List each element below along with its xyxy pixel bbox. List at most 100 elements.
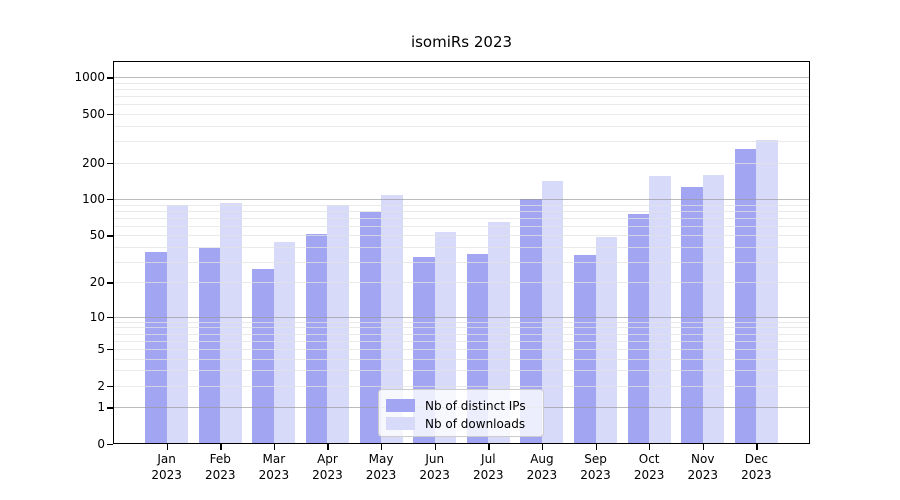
bar-jan-distinct-ips (145, 252, 167, 444)
bar-feb-downloads (220, 202, 242, 444)
x-tick-mark (702, 444, 705, 450)
x-tick-mark (327, 444, 329, 450)
minor-gridline (113, 114, 810, 116)
y-tick-label: 100 (82, 192, 105, 207)
legend-swatch-downloads (386, 417, 415, 430)
x-tick-label: Jan 2023 (151, 452, 182, 482)
y-tick-label: 1 (97, 400, 105, 415)
y-tick-mark (107, 348, 113, 351)
x-tick-mark (220, 444, 222, 450)
minor-gridline (113, 204, 810, 206)
bar-apr-distinct-ips (305, 234, 328, 444)
x-tick-mark (488, 444, 490, 450)
x-tick-mark (381, 444, 383, 450)
minor-gridline (113, 235, 810, 237)
minor-gridline (113, 162, 810, 164)
x-tick-mark (649, 444, 651, 450)
minor-gridline (113, 125, 810, 127)
x-tick-mark (166, 444, 168, 450)
x-tick-label: Nov 2023 (687, 452, 719, 482)
minor-gridline (113, 358, 810, 360)
y-tick-label: 500 (82, 107, 105, 122)
x-tick-mark (273, 444, 276, 450)
bar-oct-distinct-ips (627, 214, 650, 444)
x-tick-label: Aug 2023 (526, 452, 558, 482)
minor-gridline (113, 96, 810, 98)
bar-aug-downloads (541, 180, 564, 444)
y-tick-label: 200 (82, 155, 105, 170)
x-tick-mark (756, 444, 758, 450)
bar-nov-downloads (702, 174, 725, 444)
y-tick-mark (107, 316, 113, 319)
bar-may-downloads (381, 195, 403, 444)
y-tick-mark (107, 235, 113, 237)
minor-gridline (113, 348, 810, 350)
bar-apr-downloads (327, 204, 349, 444)
y-tick-mark (107, 444, 113, 446)
y-tick-label: 10 (89, 309, 105, 324)
y-tick-label: 5 (97, 341, 105, 356)
major-gridline (113, 77, 810, 79)
y-tick-label: 20 (89, 275, 105, 290)
legend-row: Nb of downloads (386, 415, 535, 432)
y-tick-label: 2 (97, 378, 105, 393)
y-tick-label: 1000 (74, 70, 105, 85)
minor-gridline (113, 89, 810, 91)
y-tick-mark (107, 282, 113, 284)
x-tick-label: Oct 2023 (633, 452, 665, 482)
minor-gridline (113, 327, 810, 329)
minor-gridline (113, 82, 810, 84)
minor-gridline (113, 210, 810, 212)
x-tick-label: Apr 2023 (312, 452, 343, 482)
legend-label-downloads: Nb of downloads (425, 416, 526, 431)
bar-dec-distinct-ips (734, 148, 757, 444)
minor-gridline (113, 370, 810, 372)
x-tick-mark (595, 444, 597, 450)
minor-gridline (113, 217, 810, 219)
bar-mar-downloads (273, 241, 296, 444)
y-tick-label: 0 (97, 437, 105, 451)
x-tick-label: Dec 2023 (741, 452, 772, 482)
bar-jan-downloads (166, 205, 189, 444)
x-tick-mark (434, 444, 436, 450)
x-tick-label: Sep 2023 (580, 452, 611, 482)
legend-label-distinct-ips: Nb of distinct IPs (425, 398, 526, 413)
y-tick-mark (107, 77, 113, 79)
bar-feb-distinct-ips (198, 248, 221, 444)
minor-gridline (113, 246, 810, 248)
x-tick-label: Feb 2023 (204, 452, 236, 482)
y-tick-mark (107, 385, 113, 387)
bar-oct-downloads (649, 175, 671, 444)
y-tick-mark (107, 199, 113, 201)
chart-title: isomiRs 2023 (410, 33, 513, 51)
bar-nov-distinct-ips (681, 187, 703, 444)
legend-swatch-distinct-ips (386, 399, 415, 412)
x-tick-label: Mar 2023 (258, 452, 290, 482)
minor-gridline (113, 321, 810, 323)
minor-gridline (113, 261, 810, 263)
minor-gridline (113, 141, 810, 143)
bar-dec-downloads (756, 139, 778, 444)
bar-jul-downloads (488, 221, 510, 444)
major-gridline (113, 199, 810, 201)
minor-gridline (113, 333, 810, 335)
major-gridline (113, 316, 810, 318)
minor-gridline (113, 282, 810, 284)
x-tick-label: Jun 2023 (419, 452, 450, 482)
legend-row: Nb of distinct IPs (386, 397, 535, 414)
minor-gridline (113, 104, 810, 106)
y-tick-mark (107, 162, 113, 164)
minor-gridline (113, 340, 810, 342)
bar-aug-distinct-ips (520, 199, 542, 444)
minor-gridline (113, 385, 810, 387)
y-tick-label: 50 (89, 228, 105, 243)
x-tick-label: Jul 2023 (473, 452, 504, 482)
legend: Nb of distinct IPs Nb of downloads (378, 389, 544, 437)
y-tick-mark (107, 114, 113, 116)
minor-gridline (113, 225, 810, 227)
x-tick-mark (541, 444, 544, 450)
x-tick-label: May 2023 (365, 452, 397, 482)
y-tick-mark (107, 407, 113, 409)
bar-mar-distinct-ips (252, 269, 274, 444)
